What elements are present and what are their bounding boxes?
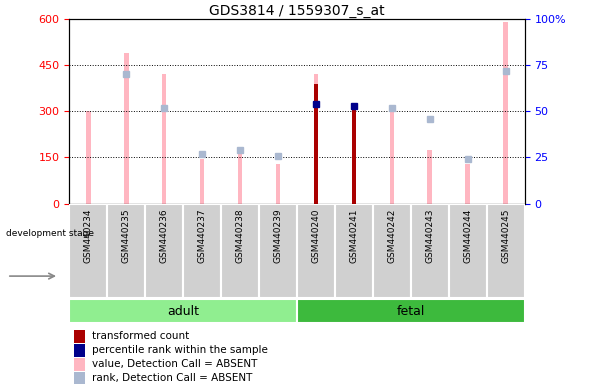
Bar xyxy=(449,204,487,298)
Text: GSM440242: GSM440242 xyxy=(387,208,396,263)
Bar xyxy=(259,204,297,298)
Bar xyxy=(352,105,356,204)
Title: GDS3814 / 1559307_s_at: GDS3814 / 1559307_s_at xyxy=(209,4,385,18)
Text: adult: adult xyxy=(167,305,199,318)
Bar xyxy=(314,74,318,204)
Bar xyxy=(86,111,90,204)
Text: GSM440241: GSM440241 xyxy=(349,208,358,263)
Text: development stage: development stage xyxy=(5,229,93,238)
Text: GSM440237: GSM440237 xyxy=(198,208,207,263)
Text: GSM440240: GSM440240 xyxy=(311,208,320,263)
Bar xyxy=(466,164,470,204)
Text: GSM440234: GSM440234 xyxy=(84,208,93,263)
Bar xyxy=(411,204,449,298)
Bar xyxy=(504,22,508,204)
Bar xyxy=(183,204,221,298)
Text: GSM440245: GSM440245 xyxy=(501,208,510,263)
Text: transformed count: transformed count xyxy=(92,331,189,341)
Text: GSM440239: GSM440239 xyxy=(274,208,283,263)
Bar xyxy=(238,154,242,204)
Text: GSM440243: GSM440243 xyxy=(425,208,434,263)
Bar xyxy=(314,84,318,204)
Bar xyxy=(145,204,183,298)
Bar xyxy=(390,111,394,204)
Bar xyxy=(352,108,356,204)
Bar xyxy=(487,204,525,298)
Text: GSM440235: GSM440235 xyxy=(122,208,131,263)
Bar xyxy=(124,53,128,204)
Bar xyxy=(297,204,335,298)
Bar xyxy=(69,299,297,323)
Bar xyxy=(107,204,145,298)
Text: GSM440236: GSM440236 xyxy=(160,208,169,263)
Bar xyxy=(335,204,373,298)
Text: GSM440244: GSM440244 xyxy=(463,208,472,263)
Bar xyxy=(74,344,85,357)
Bar xyxy=(221,204,259,298)
Bar xyxy=(74,371,85,384)
Bar xyxy=(162,74,166,204)
Text: rank, Detection Call = ABSENT: rank, Detection Call = ABSENT xyxy=(92,373,253,383)
Bar xyxy=(428,150,432,204)
Bar xyxy=(276,164,280,204)
Bar xyxy=(297,299,525,323)
Text: GSM440238: GSM440238 xyxy=(236,208,245,263)
Text: percentile rank within the sample: percentile rank within the sample xyxy=(92,345,268,355)
Bar xyxy=(74,330,85,343)
Bar xyxy=(69,204,107,298)
Bar xyxy=(373,204,411,298)
Bar xyxy=(200,159,204,204)
Bar xyxy=(74,358,85,371)
Text: value, Detection Call = ABSENT: value, Detection Call = ABSENT xyxy=(92,359,257,369)
Text: fetal: fetal xyxy=(397,305,425,318)
